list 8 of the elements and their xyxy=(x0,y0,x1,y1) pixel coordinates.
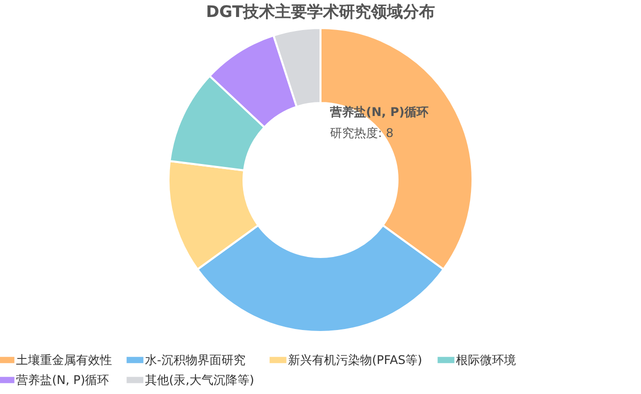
legend-label: 土壤重金属有效性 xyxy=(16,353,112,367)
legend-label: 其他(汞,大气沉降等) xyxy=(145,373,254,387)
legend-label: 营养盐(N, P)循环 xyxy=(16,373,110,387)
chart-title: DGT技术主要学术研究领域分布 xyxy=(206,2,436,21)
legend-label: 新兴有机污染物(PFAS等) xyxy=(288,353,422,367)
text: 研究热度: 8 xyxy=(330,126,394,140)
legend-label: 水-沉积物界面研究 xyxy=(145,353,246,367)
legend-label: 根际微环境 xyxy=(456,353,516,367)
